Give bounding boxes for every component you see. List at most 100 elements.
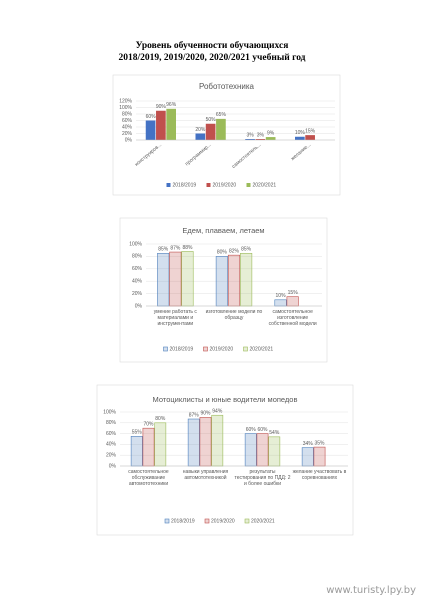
bar bbox=[199, 417, 212, 467]
value-label: 3% bbox=[257, 132, 265, 138]
y-tick-label: 80% bbox=[132, 254, 143, 260]
x-tick-label: навыки управления автомототехникой bbox=[182, 469, 229, 481]
value-label: 54% bbox=[269, 430, 280, 436]
value-label: 90% bbox=[200, 411, 211, 417]
bar bbox=[256, 433, 269, 467]
x-tick-box: навыки управления автомототехникой bbox=[182, 469, 229, 481]
y-tick-label: 120% bbox=[119, 98, 132, 104]
legend-swatch bbox=[206, 183, 211, 187]
value-label: 94% bbox=[212, 409, 223, 415]
bar bbox=[142, 427, 155, 467]
bar bbox=[305, 135, 315, 140]
bar bbox=[166, 108, 176, 140]
legend-label: 2019/2020 bbox=[210, 346, 234, 352]
value-label: 80% bbox=[155, 416, 166, 422]
x-tick-label: изготовление модели по образцу bbox=[205, 309, 263, 321]
y-tick-label: 0% bbox=[135, 303, 143, 309]
x-tick-box: умение работать с материалами и инструме… bbox=[153, 309, 197, 327]
x-tick-label: результаты тестирования по ПДД: 2 и боле… bbox=[234, 469, 291, 487]
legend-label: 2018/2019 bbox=[173, 182, 197, 188]
x-tick-label: желание участвовать в соревнованиях bbox=[292, 469, 347, 481]
legend-label: 2019/2020 bbox=[211, 518, 235, 524]
y-tick-label: 0% bbox=[109, 463, 117, 469]
heading-line: Уровень обученности обучающихся bbox=[135, 41, 289, 51]
value-label: 15% bbox=[305, 128, 316, 134]
legend-label: 2018/2019 bbox=[171, 518, 195, 524]
bar bbox=[286, 296, 299, 307]
y-tick-label: 100% bbox=[129, 241, 142, 247]
chart-title: Робототехника bbox=[199, 82, 255, 91]
value-label: 80% bbox=[217, 250, 228, 256]
value-label: 60% bbox=[246, 427, 257, 433]
value-label: 85% bbox=[158, 247, 169, 253]
bar bbox=[265, 137, 276, 140]
bar bbox=[181, 251, 194, 307]
bar bbox=[157, 253, 170, 307]
bar bbox=[227, 254, 241, 307]
value-label: 35% bbox=[314, 440, 325, 446]
legend-label: 2020/2021 bbox=[250, 346, 274, 352]
x-tick-label: умение работать с материалами и инструме… bbox=[153, 309, 197, 327]
y-tick-label: 80% bbox=[122, 111, 133, 117]
bar bbox=[215, 256, 228, 307]
bar bbox=[313, 446, 326, 467]
watermark: www.turisty.lpy.by bbox=[326, 585, 416, 596]
x-tick-box: желание участвовать в соревнованиях bbox=[292, 469, 347, 481]
value-label: 60% bbox=[257, 427, 268, 433]
value-label: 10% bbox=[295, 130, 306, 136]
value-label: 96% bbox=[166, 102, 177, 108]
bar bbox=[240, 253, 253, 307]
y-tick-label: 40% bbox=[132, 279, 143, 285]
bar bbox=[211, 414, 224, 467]
value-label: 82% bbox=[229, 248, 240, 254]
y-tick-label: 100% bbox=[119, 105, 132, 111]
legend-swatch bbox=[244, 518, 250, 524]
legend-swatch bbox=[164, 518, 170, 524]
bar bbox=[268, 436, 281, 467]
y-tick-label: 20% bbox=[122, 131, 133, 137]
bar bbox=[245, 139, 255, 140]
chart-title: Едем, плаваем, летаем bbox=[182, 226, 264, 235]
value-label: 9% bbox=[267, 130, 275, 136]
y-tick-label: 80% bbox=[106, 420, 117, 426]
y-tick-label: 40% bbox=[106, 442, 117, 448]
legend-label: 2020/2021 bbox=[253, 182, 277, 188]
value-label: 70% bbox=[143, 422, 154, 428]
y-tick-label: 20% bbox=[132, 291, 143, 297]
bar bbox=[156, 110, 166, 140]
x-tick-label: самостоятельное изготовление собственной… bbox=[268, 309, 317, 327]
bar bbox=[295, 136, 305, 140]
bar bbox=[145, 120, 156, 140]
value-label: 20% bbox=[195, 127, 206, 133]
value-label: 87% bbox=[189, 412, 200, 418]
value-label: 10% bbox=[276, 293, 287, 299]
value-label: 87% bbox=[170, 245, 181, 251]
legend-swatch bbox=[204, 518, 210, 524]
x-tick-label: самостоятельное обслуживание автомототех… bbox=[128, 469, 169, 487]
legend-label: 2019/2020 bbox=[213, 182, 237, 188]
legend-swatch bbox=[163, 346, 168, 352]
value-label: 3% bbox=[246, 132, 254, 138]
value-label: 50% bbox=[206, 117, 217, 123]
value-label: 55% bbox=[132, 430, 143, 436]
legend-swatch bbox=[246, 183, 251, 187]
value-label: 88% bbox=[182, 245, 193, 251]
legend-label: 2018/2019 bbox=[170, 346, 194, 352]
heading-line: 2018/2019, 2019/2020, 2020/2021 учебный … bbox=[118, 53, 306, 63]
y-tick-label: 0% bbox=[125, 137, 133, 143]
x-tick-box: изготовление модели по образцу bbox=[205, 309, 263, 321]
bar bbox=[274, 299, 287, 307]
x-tick-box: результаты тестирования по ПДД: 2 и боле… bbox=[234, 469, 291, 487]
bar bbox=[195, 133, 206, 140]
y-tick-label: 60% bbox=[132, 266, 143, 272]
bar bbox=[169, 251, 182, 307]
chart-title: Мотоциклисты и юные водители мопедов bbox=[153, 395, 298, 404]
chart-frame bbox=[119, 217, 328, 363]
y-tick-label: 40% bbox=[122, 124, 133, 130]
value-label: 65% bbox=[216, 112, 227, 118]
heading: Уровень обученности обучающихся 2018/201… bbox=[0, 40, 424, 64]
bar bbox=[187, 418, 200, 467]
value-label: 85% bbox=[241, 247, 252, 253]
